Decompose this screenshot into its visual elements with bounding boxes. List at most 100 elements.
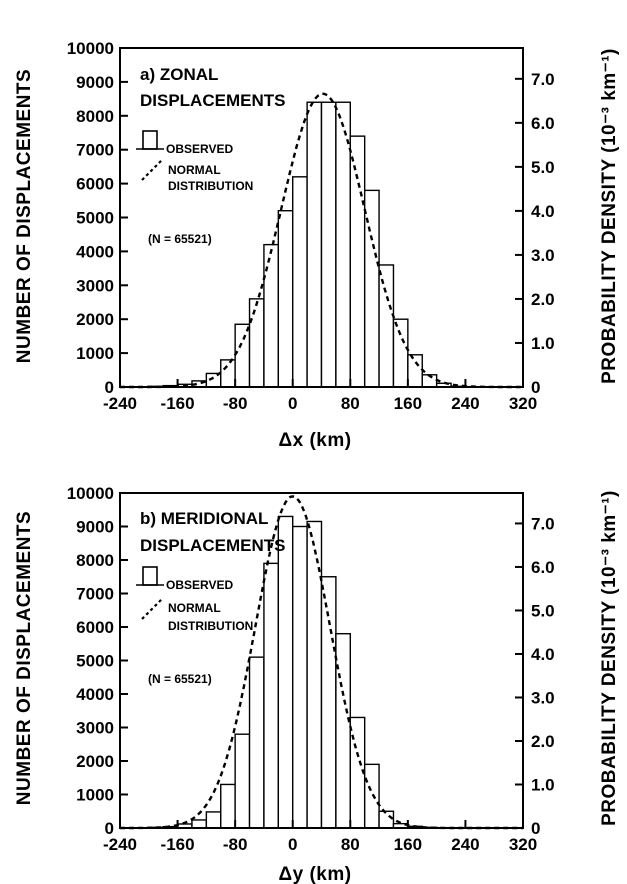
- panel-a-legend: OBSERVED NORMAL DISTRIBUTION: [136, 130, 253, 193]
- right-y-tick-label: 0: [531, 819, 540, 838]
- x-tick-label: -160: [161, 835, 195, 854]
- left-y-tick-label: 8000: [76, 107, 114, 126]
- x-tick-label: 80: [341, 394, 360, 413]
- histogram-bar: [234, 323, 251, 388]
- panel-b-x-ticks: -240 -160 -80 0 80 160 240 320: [103, 820, 537, 854]
- left-y-tick-label: 5000: [76, 209, 114, 228]
- left-y-tick-label: 9000: [76, 73, 114, 92]
- histogram-bar: [292, 176, 308, 388]
- panel-a-x-ticks: -240 -160 -80 0 80 160 240 320: [103, 379, 537, 413]
- panel-a-left-y-label: NUMBER OF DISPLACEMENTS: [14, 69, 35, 363]
- histogram-bar: [277, 515, 294, 829]
- histogram-bar: [378, 264, 395, 388]
- right-y-tick-label: 5.0: [531, 158, 555, 177]
- left-y-tick-label: 6000: [76, 618, 114, 637]
- panel-a-title-line1: a) ZONAL: [140, 65, 218, 84]
- right-y-tick-label: 3.0: [531, 688, 555, 707]
- panel-b-left-ticks: 0 1000 2000 3000 4000 5000 6000 7000 8000 9000 100…: [67, 484, 128, 838]
- right-y-tick-label: 2.0: [531, 290, 555, 309]
- panel-b-right-y-label: PROBABILITY DENSITY (10⁻³ km⁻¹): [599, 490, 620, 826]
- left-y-tick-label: 2000: [76, 752, 114, 771]
- panel-a-legend-normal-1: NORMAL: [168, 163, 221, 177]
- x-tick-label: -160: [161, 394, 195, 413]
- left-y-tick-label: 10000: [67, 484, 114, 503]
- left-y-tick-label: 0: [105, 819, 114, 838]
- histogram-bar: [335, 101, 351, 388]
- histogram-bar: [205, 811, 222, 829]
- x-tick-label: -80: [223, 394, 248, 413]
- panel-a-zonal: 0100020003000400050006000700080009000100…: [14, 39, 620, 451]
- panel-a-sample-size: (N = 65521): [148, 232, 212, 246]
- x-tick-label: 240: [451, 835, 479, 854]
- histogram-bar: [407, 354, 423, 388]
- x-tick-label: -80: [223, 835, 248, 854]
- right-y-tick-label: 3.0: [531, 246, 555, 265]
- left-y-tick-label: 1000: [76, 786, 114, 805]
- right-y-tick-label: 1.0: [531, 334, 555, 353]
- panel-a-right-ticks: 0 1.0 2.0 3.0 4.0 5.0 6.0 7.0: [515, 70, 555, 397]
- histogram-bar: [220, 783, 236, 829]
- x-tick-label: 0: [288, 835, 297, 854]
- histogram-bar: [248, 298, 265, 388]
- panel-b-x-label: Δy (km): [278, 864, 351, 884]
- panel-b-title-line2: DISPLACEMENTS: [140, 536, 285, 555]
- legend-observed-swatch: [142, 130, 158, 150]
- panel-b-title-line1: b) MERIDIONAL: [140, 509, 268, 528]
- histogram-bar: [306, 101, 323, 388]
- histogram-bar: [320, 101, 337, 388]
- right-y-tick-label: 1.0: [531, 775, 555, 794]
- x-tick-label: 320: [509, 394, 537, 413]
- legend-observed-swatch: [142, 566, 158, 586]
- right-y-tick-label: 2.0: [531, 732, 555, 751]
- histogram-bar: [277, 210, 294, 388]
- left-y-tick-label: 3000: [76, 719, 114, 738]
- x-tick-label: 320: [509, 835, 537, 854]
- panel-a-legend-normal-2: DISTRIBUTION: [168, 179, 253, 193]
- panel-b-legend-observed: OBSERVED: [166, 578, 233, 592]
- right-y-tick-label: 7.0: [531, 70, 555, 89]
- panel-b-legend-normal-2: DISTRIBUTION: [168, 619, 253, 633]
- x-tick-label: 160: [394, 394, 422, 413]
- right-y-tick-label: 4.0: [531, 645, 555, 664]
- panel-b-left-y-label: NUMBER OF DISPLACEMENTS: [14, 511, 35, 805]
- panel-b-normal-curve: [120, 495, 523, 830]
- left-y-tick-label: 9000: [76, 518, 114, 537]
- x-tick-label: -240: [103, 394, 137, 413]
- histogram-bar: [191, 819, 208, 829]
- histogram-bar: [349, 135, 366, 388]
- x-tick-label: 80: [341, 835, 360, 854]
- left-y-tick-label: 10000: [67, 39, 114, 58]
- panel-a-normal-curve: [120, 92, 523, 389]
- left-y-tick-label: 3000: [76, 276, 114, 295]
- panel-a-legend-observed: OBSERVED: [166, 142, 233, 156]
- histogram-bar: [335, 633, 351, 829]
- panel-a-bars: [148, 101, 467, 388]
- panel-a-right-y-label: PROBABILITY DENSITY (10⁻³ km⁻¹): [599, 48, 620, 384]
- left-y-tick-label: 7000: [76, 585, 114, 604]
- x-tick-label: -240: [103, 835, 137, 854]
- panel-b-meridional: 0 1000 2000 3000 4000 5000 6000 7000 80 0 0 9000 100…: [14, 484, 620, 884]
- right-y-tick-label: 6.0: [531, 558, 555, 577]
- left-y-tick-label: 4000: [76, 685, 114, 704]
- left-y-tick-label: 4000: [76, 242, 114, 261]
- left-y-tick-label: 1000: [76, 344, 114, 363]
- legend-normal-swatch: [141, 598, 163, 620]
- left-y-tick-label: 2000: [76, 310, 114, 329]
- panel-b-sample-size: (N = 65521): [148, 672, 212, 686]
- histogram-bar: [248, 656, 265, 829]
- panel-b-legend-normal-1: NORMAL: [168, 601, 221, 615]
- right-y-tick-label: 5.0: [531, 601, 555, 620]
- panel-b-right-ticks: 0 1.0 2.0 3.0 4.0 5.0 6.0 7.0: [515, 514, 555, 838]
- x-tick-label: 0: [288, 394, 297, 413]
- right-y-tick-label: 7.0: [531, 514, 555, 533]
- panel-b-legend: OBSERVED NORMAL DISTRIBUTION: [136, 566, 253, 633]
- panel-a-x-label: Δx (km): [278, 430, 351, 451]
- histogram-bar: [263, 243, 280, 388]
- left-y-tick-label: 0: [105, 378, 114, 397]
- left-y-tick-label: 5000: [76, 652, 114, 671]
- x-tick-label: 240: [451, 394, 479, 413]
- x-tick-label: 160: [394, 835, 422, 854]
- histogram-bar: [363, 763, 380, 829]
- histogram-bar: [263, 562, 280, 829]
